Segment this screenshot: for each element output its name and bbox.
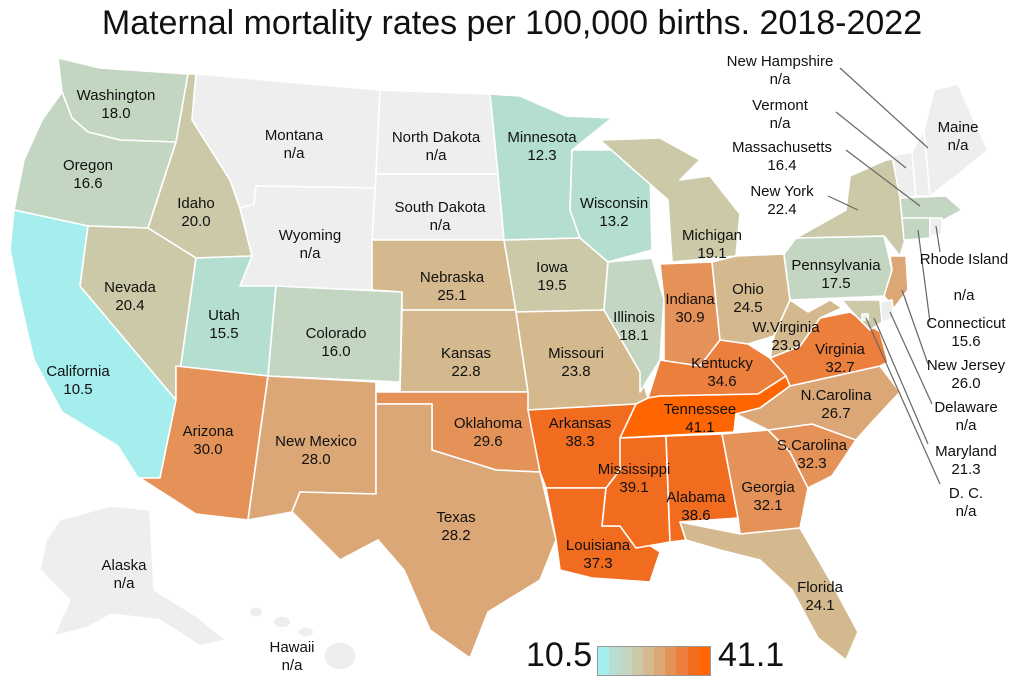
legend-swatch	[620, 647, 632, 675]
label-arizona: Arizona 30.0	[183, 423, 235, 458]
label-virginia: Virginia 32.7	[815, 341, 865, 376]
label-texas: Texas 28.2	[436, 509, 475, 544]
state-west_virginia[interactable]	[769, 299, 843, 359]
legend-swatch	[609, 647, 621, 675]
label-montana: Montana n/a	[265, 127, 324, 162]
hawaii-islands	[248, 606, 357, 671]
label-north_carolina: N.Carolina 26.7	[801, 387, 873, 422]
label-iowa: Iowa 19.5	[536, 259, 568, 294]
label-new_mexico: New Mexico 28.0	[275, 433, 357, 468]
label-nevada: Nevada 20.4	[104, 279, 156, 314]
label-hawaii: Hawaii n/a	[269, 639, 314, 674]
label-south_dakota: South Dakota n/a	[395, 199, 487, 234]
label-dc: D. C. n/a	[949, 485, 983, 520]
state-massachusetts[interactable]	[899, 195, 963, 221]
label-connecticut: Connecticut 15.6	[926, 315, 1006, 350]
label-kentucky: Kentucky 34.6	[691, 355, 753, 390]
label-missouri: Missouri 23.8	[548, 345, 604, 380]
map-title: Maternal mortality rates per 100,000 bir…	[101, 4, 923, 42]
label-nebraska: Nebraska 25.1	[420, 269, 485, 304]
label-mississippi: Mississippi 39.1	[598, 461, 671, 496]
legend-min-value: 10.5	[526, 636, 593, 674]
legend-swatch	[631, 647, 643, 675]
label-maine: Maine n/a	[938, 119, 979, 154]
label-utah: Utah 15.5	[208, 307, 240, 342]
label-florida: Florida 24.1	[797, 579, 844, 614]
legend-max-value: 41.1	[718, 636, 785, 674]
state-texas[interactable]	[291, 403, 557, 659]
label-delaware: Delaware n/a	[934, 399, 997, 434]
label-alaska: Alaska n/a	[101, 557, 147, 592]
label-alabama: Alabama 38.6	[666, 489, 726, 524]
label-georgia: Georgia 32.1	[741, 479, 795, 514]
state-hawaii-island2[interactable]	[272, 615, 292, 629]
label-north_dakota: North Dakota n/a	[392, 129, 481, 164]
legend-color-scale	[597, 646, 711, 676]
leader-lines	[827, 67, 941, 485]
state-maine[interactable]	[923, 83, 989, 197]
state-hawaii[interactable]	[248, 606, 264, 618]
label-new_jersey: New Jersey 26.0	[927, 357, 1006, 392]
label-illinois: Illinois 18.1	[613, 309, 655, 344]
label-south_carolina: S.Carolina 32.3	[777, 437, 848, 472]
label-vermont: Vermont n/a	[752, 97, 809, 132]
label-oklahoma: Oklahoma 29.6	[454, 415, 523, 450]
label-louisiana: Louisiana 37.3	[566, 537, 631, 572]
label-colorado: Colorado 16.0	[306, 325, 367, 360]
label-arkansas: Arkansas 38.3	[549, 415, 612, 450]
state-illinois[interactable]	[603, 257, 665, 393]
label-wyoming: Wyoming n/a	[279, 227, 341, 262]
label-indiana: Indiana 30.9	[665, 291, 715, 326]
legend-swatch	[687, 647, 699, 675]
label-new_hampshire: New Hampshire n/a	[727, 53, 834, 88]
label-tennessee: Tennessee 41.1	[664, 401, 737, 436]
state-hawaii-island3[interactable]	[297, 626, 315, 638]
label-wisconsin: Wisconsin 13.2	[580, 195, 648, 230]
label-rhode_island: Rhode Island	[920, 251, 1008, 268]
legend-swatch	[676, 647, 688, 675]
label-michigan: Michigan 19.1	[682, 227, 742, 262]
state-alaska[interactable]	[39, 505, 227, 647]
label-new_york: New York 22.4	[750, 183, 814, 218]
label-ohio: Ohio 24.5	[732, 281, 764, 316]
legend-swatch	[654, 647, 666, 675]
label-oregon: Oregon 16.6	[63, 157, 113, 192]
label-pennsylvania: Pennsylvania 17.5	[791, 257, 881, 292]
state-labels: Washington 18.0 Oregon 16.6 California 10.5…	[46, 53, 1008, 674]
label-kansas: Kansas 22.8	[441, 345, 491, 380]
legend-swatch	[642, 647, 655, 675]
state-new_jersey[interactable]	[883, 255, 909, 309]
label-rhode_island-value: n/a	[954, 287, 976, 304]
state-michigan[interactable]	[599, 137, 741, 263]
legend-swatch	[665, 647, 677, 675]
state-connecticut[interactable]	[901, 217, 931, 241]
label-washington: Washington 18.0	[77, 87, 156, 122]
legend-swatch	[598, 647, 610, 675]
legend-swatch	[698, 647, 711, 675]
label-california: California 10.5	[46, 363, 110, 398]
label-massachusetts: Massachusetts 16.4	[732, 139, 832, 174]
label-maryland: Maryland 21.3	[935, 443, 997, 478]
label-minnesota: Minnesota 12.3	[507, 129, 577, 164]
label-idaho: Idaho 20.0	[177, 195, 215, 230]
state-florida[interactable]	[679, 521, 859, 661]
label-west_virginia: W.Virginia 23.9	[752, 319, 820, 354]
state-hawaii-island4[interactable]	[323, 641, 357, 671]
